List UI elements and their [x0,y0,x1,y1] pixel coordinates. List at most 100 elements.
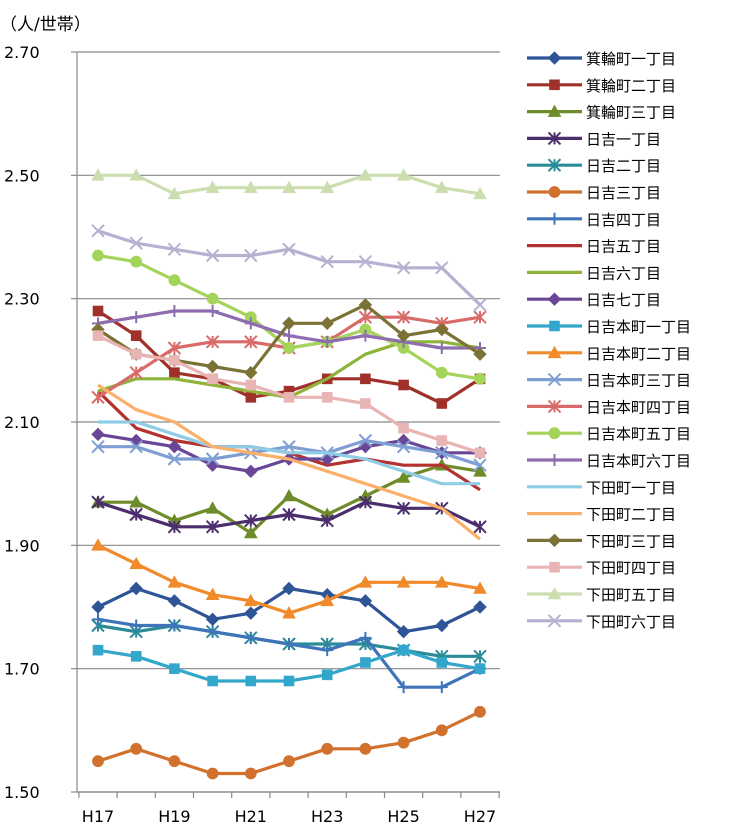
data-point [550,562,560,572]
data-point [246,380,256,390]
legend-label: 下田町四丁目 [586,559,676,577]
data-point [360,743,371,754]
data-point [361,374,371,384]
data-point [284,676,294,686]
legend-item: 日吉本町六丁目 [527,452,691,470]
data-point [549,52,561,64]
legend-label: 箕輪町一丁目 [586,50,676,68]
unit-label: （人/世帯） [0,15,91,35]
series-3 [92,459,486,538]
x-tick-label: H23 [311,807,343,826]
legend-label: 日吉本町四丁目 [586,398,691,416]
data-point [130,367,142,379]
data-point [436,725,447,736]
y-tick-label: 2.70 [4,43,40,62]
data-point [361,658,371,668]
data-point [549,454,561,466]
legend-label: 日吉六丁目 [586,264,661,282]
data-point [474,299,486,311]
legend-item: 日吉本町一丁目 [527,318,691,336]
data-point [207,459,219,471]
y-tick-label: 2.50 [4,166,40,185]
data-point [549,428,560,439]
y-tick-label: 1.50 [4,783,40,802]
data-point [475,664,485,674]
data-point [437,436,447,446]
data-point [131,349,141,359]
data-point [550,321,560,331]
data-point [170,368,180,378]
data-point [208,676,218,686]
x-tick-label: H27 [464,807,496,826]
legend-label: 下田町三丁目 [586,532,676,550]
legend-label: 箕輪町三丁目 [586,104,676,122]
data-point [169,275,180,286]
data-point [436,620,448,632]
data-point [284,393,294,403]
series-lines [92,169,486,779]
data-point [245,465,257,477]
data-point [549,534,561,546]
legend-label: 日吉二丁目 [586,157,661,175]
legend-label: 下田町一丁目 [586,479,676,497]
legend-label: 日吉四丁目 [586,211,661,229]
legend-item: 下田町六丁目 [527,613,676,631]
legend-label: 下田町二丁目 [586,506,676,524]
data-point [437,658,447,668]
data-point [207,502,219,513]
data-point [130,435,142,447]
legend-item: 日吉本町四丁目 [527,398,691,416]
y-tick-label: 2.10 [4,413,40,432]
data-point [246,676,256,686]
legend-label: 日吉七丁目 [586,291,661,309]
data-point [246,393,256,403]
data-point [170,664,180,674]
legend-label: 日吉本町二丁目 [586,345,691,363]
legend-label: 日吉本町三丁目 [586,372,691,390]
data-point [92,601,104,613]
data-point [321,644,333,656]
data-point [475,373,486,384]
data-point [92,613,104,625]
data-point [475,706,486,717]
data-point [436,367,447,378]
legend-item: 日吉一丁目 [527,130,661,148]
data-point [361,399,371,409]
legend-item: 下田町一丁目 [527,479,676,497]
data-point [398,737,409,748]
legend-item: 日吉七丁目 [527,291,661,309]
legend-item: 日吉二丁目 [527,157,661,175]
data-point [284,343,295,354]
series-line [98,545,480,613]
legend: 箕輪町一丁目箕輪町二丁目箕輪町三丁目日吉一丁目日吉二丁目日吉三丁目日吉四丁目日吉… [527,50,691,631]
data-point [474,601,486,613]
legend-item: 日吉本町三丁目 [527,372,691,390]
series-line [98,231,480,305]
series-4 [92,496,486,533]
data-point [93,645,103,655]
legend-item: 日吉三丁目 [527,184,661,202]
data-point [170,356,180,366]
data-point [168,595,180,607]
data-point [131,331,141,341]
legend-label: 日吉三丁目 [586,184,661,202]
data-point [549,213,561,225]
legend-label: 日吉本町六丁目 [586,452,691,470]
legend-item: 日吉六丁目 [527,264,661,282]
series-11 [93,645,485,685]
data-point [207,613,219,625]
legend-item: 日吉四丁目 [527,211,661,229]
legend-label: 日吉本町五丁目 [586,425,691,443]
data-point [322,743,333,754]
legend-item: 下田町二丁目 [527,506,676,524]
y-tick-label: 2.30 [4,290,40,309]
y-tick-label: 1.90 [4,536,40,555]
legend-item: 日吉五丁目 [527,238,661,256]
data-point [93,250,104,261]
data-point [437,399,447,409]
legend-item: 下田町五丁目 [527,586,676,604]
data-point [399,423,409,433]
x-axis-ticks: H17 H19 H21 H23 H25 H27 [82,807,496,826]
data-point [93,331,103,341]
